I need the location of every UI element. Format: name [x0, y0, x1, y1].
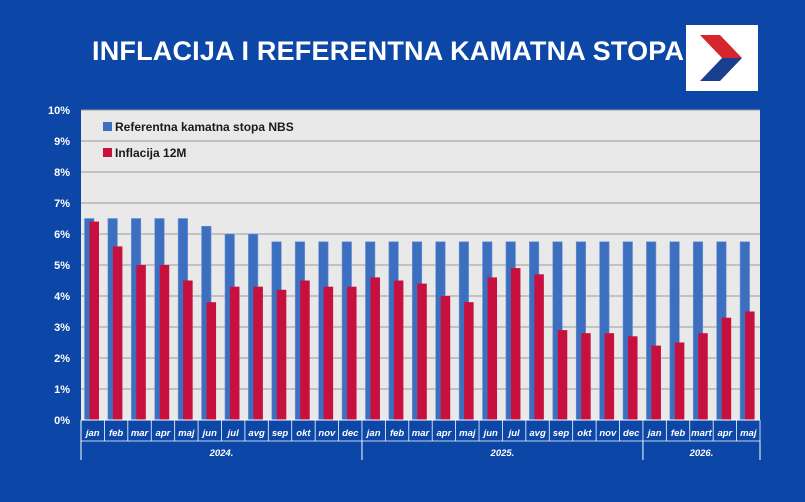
y-tick-label: 4%	[54, 291, 70, 303]
year-label: 2026.	[689, 448, 714, 459]
x-tick-label: jun	[482, 428, 498, 439]
bar-inflacija	[651, 345, 661, 420]
x-tick-label: dec	[623, 428, 640, 439]
bar-inflacija	[604, 333, 615, 420]
legend-swatch	[103, 122, 112, 131]
x-tick-label: jul	[226, 428, 239, 439]
x-tick-label: maj	[178, 428, 195, 439]
bar-inflacija	[628, 336, 638, 420]
y-tick-label: 2%	[54, 353, 70, 365]
bar-inflacija	[253, 286, 263, 420]
legend-label: Referentna kamatna stopa NBS	[115, 120, 294, 134]
x-tick-label: apr	[437, 428, 453, 439]
x-tick-label: feb	[390, 428, 404, 439]
bar-inflacija	[440, 296, 451, 420]
legend-label: Inflacija 12M	[115, 146, 186, 160]
nbs-logo-icon	[686, 25, 758, 91]
x-tick-label: jun	[201, 428, 217, 439]
x-tick-label: okt	[577, 428, 592, 439]
x-tick-label: dec	[342, 428, 359, 439]
bar-inflacija	[674, 342, 685, 420]
bar-inflacija	[534, 274, 544, 420]
x-tick-label: mart	[691, 428, 712, 439]
page-title: INFLACIJA I REFERENTNA KAMATNA STOPA	[92, 36, 685, 66]
bar-inflacija	[229, 286, 240, 420]
x-tick-label: apr	[717, 428, 733, 439]
x-tick-label: apr	[156, 428, 172, 439]
y-tick-label: 6%	[54, 229, 70, 241]
x-tick-label: feb	[109, 428, 123, 439]
bar-inflacija	[276, 289, 287, 420]
x-tick-label: feb	[671, 428, 685, 439]
x-tick-label: sep	[272, 428, 289, 439]
x-tick-label: jul	[507, 428, 520, 439]
x-tick-label: nov	[599, 428, 617, 439]
y-tick-label: 1%	[54, 384, 70, 396]
x-tick-label: mar	[412, 428, 431, 439]
bar-inflacija	[159, 265, 170, 420]
bar-inflacija	[557, 330, 568, 420]
bar-inflacija	[300, 280, 310, 420]
y-tick-label: 5%	[54, 260, 70, 272]
bar-inflacija	[89, 221, 99, 420]
year-label: 2024.	[209, 448, 234, 459]
bar-inflacija	[417, 283, 427, 420]
y-tick-label: 10%	[48, 105, 70, 117]
x-tick-label: jan	[365, 428, 381, 439]
bar-inflacija	[745, 311, 755, 420]
x-tick-label: maj	[740, 428, 757, 439]
y-tick-label: 0%	[54, 415, 70, 427]
bar-inflacija	[370, 277, 380, 420]
x-tick-label: avg	[529, 428, 546, 439]
bar-inflacija	[183, 280, 193, 420]
y-tick-label: 8%	[54, 167, 70, 179]
bar-inflacija	[464, 302, 474, 420]
y-tick-label: 7%	[54, 198, 70, 210]
year-label: 2025.	[490, 448, 515, 459]
y-tick-label: 9%	[54, 136, 70, 148]
bar-inflacija	[510, 268, 521, 420]
x-tick-label: jan	[646, 428, 662, 439]
bar-inflacija	[721, 317, 732, 420]
bar-inflacija	[347, 286, 357, 420]
x-tick-label: nov	[318, 428, 336, 439]
legend-swatch	[103, 148, 112, 157]
bar-inflacija	[487, 277, 498, 420]
bar-inflacija	[206, 302, 217, 420]
y-tick-label: 3%	[54, 322, 70, 334]
x-tick-label: sep	[553, 428, 570, 439]
x-tick-label: avg	[248, 428, 265, 439]
x-tick-label: maj	[459, 428, 476, 439]
x-tick-label: okt	[296, 428, 311, 439]
bar-inflacija	[323, 286, 334, 420]
x-tick-label: jan	[84, 428, 100, 439]
x-tick-label: mar	[131, 428, 150, 439]
bar-inflacija	[581, 333, 591, 420]
bar-inflacija	[112, 246, 123, 420]
bar-inflacija	[698, 333, 708, 420]
bar-inflacija	[136, 265, 146, 420]
bar-inflacija	[393, 280, 404, 420]
